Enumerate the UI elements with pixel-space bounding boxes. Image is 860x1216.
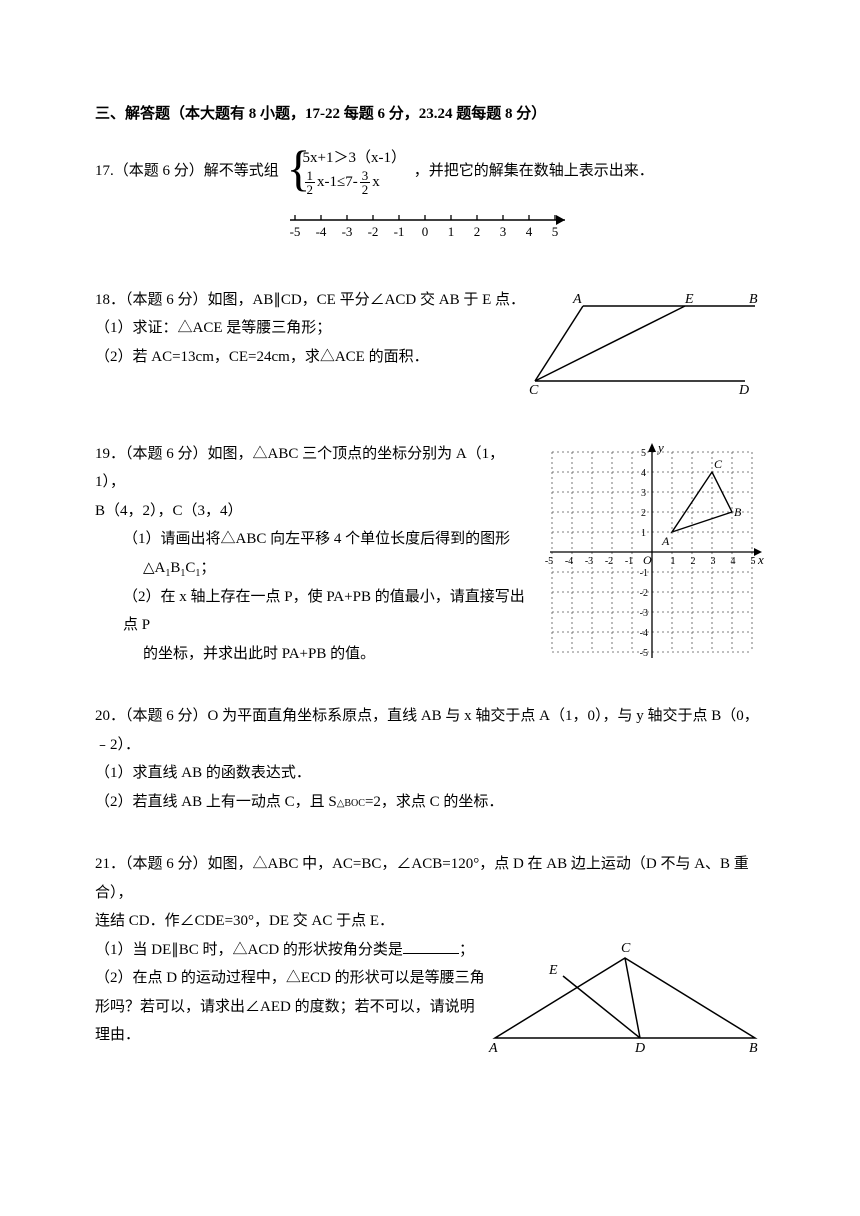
svg-text:3: 3 [500, 224, 507, 239]
q21-D: D [634, 1041, 645, 1056]
q17-suffix: ，并把它的解集在数轴上表示出来． [414, 162, 654, 178]
section-title: 三、解答题（本大题有 8 小题，17-22 每题 6 分，23.24 题每题 8… [95, 100, 765, 129]
q21: 21．（本题 6 分）如图，△ABC 中，AC=BC，∠ACB=120°，点 D… [95, 850, 765, 1068]
svg-text:-2: -2 [605, 556, 613, 567]
svg-text:5: 5 [751, 556, 756, 567]
q21-C: C [621, 941, 631, 956]
svg-text:-5: -5 [290, 224, 301, 239]
svg-text:0: 0 [422, 224, 429, 239]
q17-prefix: 17.（本题 6 分）解不等式组 [95, 162, 279, 178]
svg-text:2: 2 [691, 556, 696, 567]
svg-text:-3: -3 [585, 556, 593, 567]
q17-numberline: -5 -4 -3 -2 -1 0 1 2 3 4 5 [95, 206, 765, 252]
q20-l3: （2）若直线 AB 上有一动点 C，且 S△BOC=2，求点 C 的坐标． [95, 788, 765, 817]
axis-x-label: x [757, 552, 764, 567]
q21-l1: 21．（本题 6 分）如图，△ABC 中，AC=BC，∠ACB=120°，点 D… [95, 850, 765, 907]
label-D: D [738, 383, 749, 396]
label-C: C [529, 383, 539, 396]
svg-text:-5: -5 [640, 648, 648, 659]
axis-y-label: y [656, 440, 664, 455]
svg-text:1: 1 [641, 528, 646, 539]
q17-row1: 5x+1＞3（x-1） [303, 147, 406, 169]
q21-E: E [548, 963, 558, 978]
svg-text:-1: -1 [640, 568, 648, 579]
q20-l1b: ﹣2）． [95, 731, 765, 760]
label-B: B [749, 292, 758, 307]
q20-l2: （1）求直线 AB 的函数表达式． [95, 759, 765, 788]
q21-B: B [749, 1041, 758, 1056]
label-A: A [572, 292, 582, 307]
q21-figure: A B C D E [485, 928, 765, 1068]
svg-text:-3: -3 [640, 608, 648, 619]
svg-text:-3: -3 [342, 224, 353, 239]
svg-text:-4: -4 [640, 628, 648, 639]
q19-figure: x y O A B C -5 -4 -3 -2 -1 1 2 3 4 5 1 2 3 4 5 -1 -2 -3 -4… [540, 440, 765, 665]
svg-text:-2: -2 [368, 224, 379, 239]
q17-row2: 1 2 x-1≤7- 3 2 x [303, 169, 406, 196]
svg-text:-5: -5 [545, 556, 553, 567]
q17-system: { 5x+1＞3（x-1） 1 2 x-1≤7- 3 2 x [287, 147, 406, 196]
pt-C: C [714, 457, 723, 471]
q20-l1: 20．（本题 6 分）O 为平面直角坐标系原点，直线 AB 与 x 轴交于点 A… [95, 702, 765, 731]
svg-text:4: 4 [526, 224, 533, 239]
pt-A: A [661, 534, 670, 548]
svg-text:-1: -1 [394, 224, 405, 239]
svg-text:2: 2 [641, 508, 646, 519]
svg-text:3: 3 [711, 556, 716, 567]
frac-3-2: 3 2 [360, 169, 371, 196]
q18: A E B C D 18．（本题 6 分）如图，AB∥CD，CE 平分∠ACD … [95, 286, 765, 406]
svg-text:4: 4 [731, 556, 736, 567]
axis-origin-label: O [643, 553, 652, 567]
brace-icon: { [287, 143, 311, 193]
pt-B: B [734, 505, 742, 519]
svg-text:-4: -4 [565, 556, 573, 567]
svg-text:-2: -2 [640, 588, 648, 599]
blank-fill [403, 939, 459, 954]
svg-text:5: 5 [552, 224, 559, 239]
svg-text:1: 1 [448, 224, 455, 239]
q21-A: A [488, 1041, 498, 1056]
svg-text:-1: -1 [625, 556, 633, 567]
label-E: E [684, 292, 694, 307]
svg-text:1: 1 [671, 556, 676, 567]
svg-text:5: 5 [641, 448, 646, 459]
svg-text:3: 3 [641, 488, 646, 499]
q19: x y O A B C -5 -4 -3 -2 -1 1 2 3 4 5 1 2 3 4 5 -1 -2 -3 -4… [95, 440, 765, 669]
svg-text:-4: -4 [316, 224, 327, 239]
svg-text:2: 2 [474, 224, 481, 239]
q20: 20．（本题 6 分）O 为平面直角坐标系原点，直线 AB 与 x 轴交于点 A… [95, 702, 765, 816]
q18-figure: A E B C D [525, 286, 765, 406]
q17: 17.（本题 6 分）解不等式组 { 5x+1＞3（x-1） 1 2 x-1≤7… [95, 147, 765, 252]
svg-text:4: 4 [641, 468, 646, 479]
q17-line: 17.（本题 6 分）解不等式组 { 5x+1＞3（x-1） 1 2 x-1≤7… [95, 147, 765, 196]
